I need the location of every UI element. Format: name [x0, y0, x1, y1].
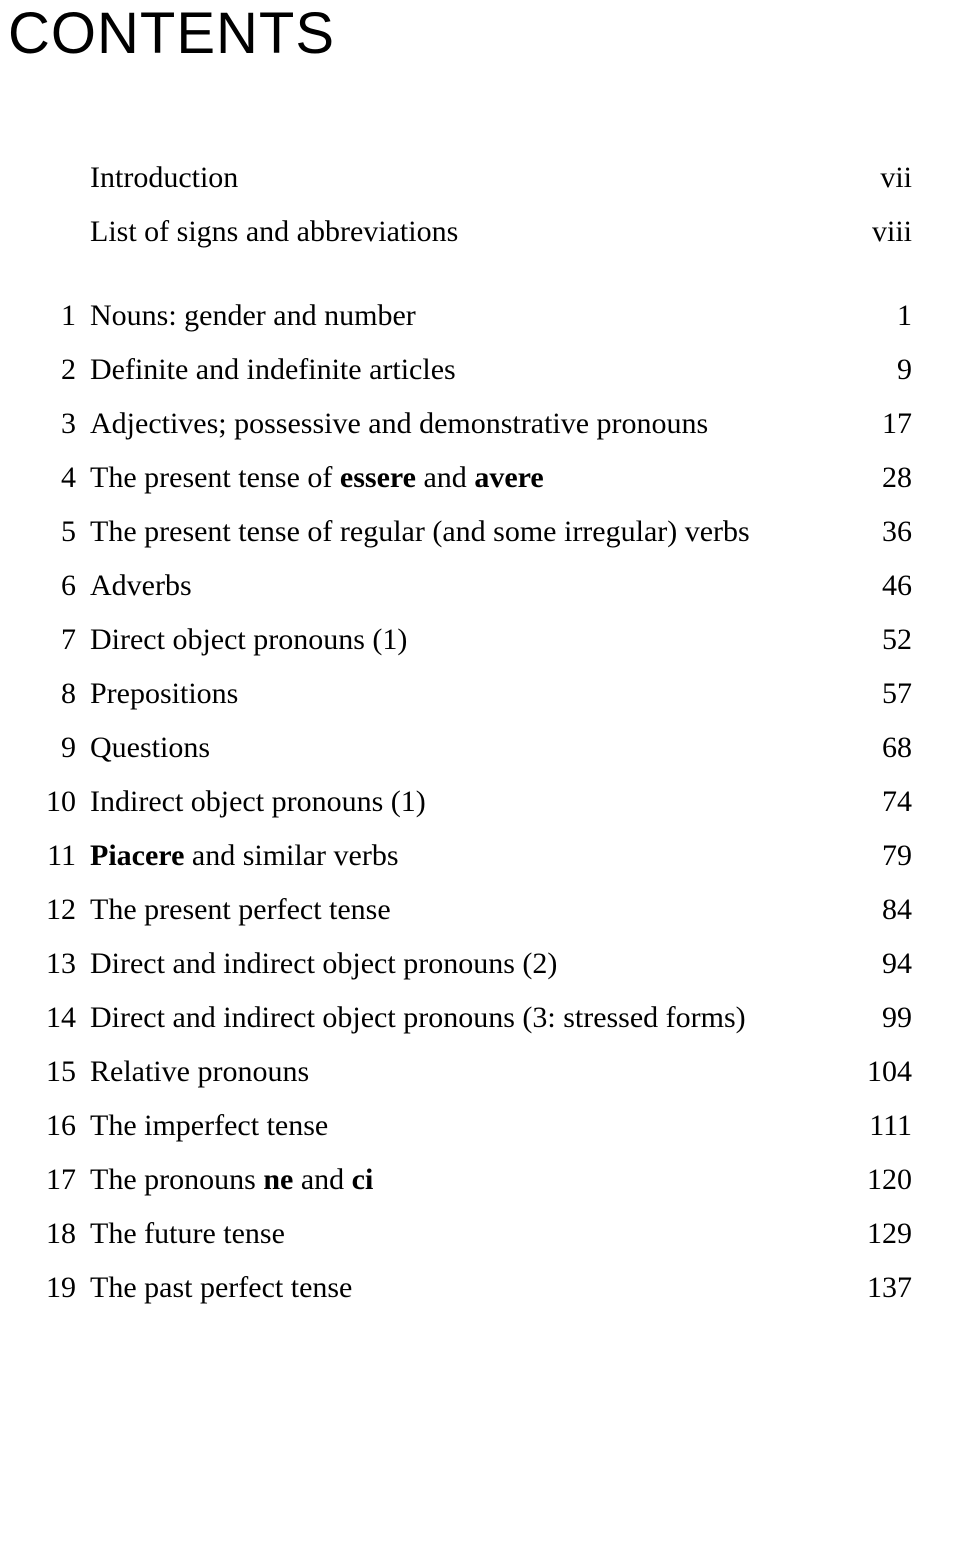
- toc-entry: 8 Prepositions 57: [32, 679, 912, 709]
- toc-entry: 9 Questions 68: [32, 733, 912, 763]
- toc-entry: 19 The past perfect tense 137: [32, 1273, 912, 1303]
- entry-number: 9: [32, 733, 90, 763]
- entry-title: The present tense of essere and avere: [90, 463, 832, 493]
- entry-page: 28: [832, 463, 912, 493]
- entry-title: Questions: [90, 733, 832, 763]
- entry-page: 57: [832, 679, 912, 709]
- contents-page: CONTENTS Introduction vii List of signs …: [0, 0, 960, 1375]
- page-title: CONTENTS: [0, 0, 912, 67]
- entry-title: Indirect object pronouns (1): [90, 787, 832, 817]
- entry-title-part: and similar verbs: [184, 839, 398, 872]
- entry-title-part: and: [416, 461, 474, 494]
- entry-title-part: The pronouns: [90, 1163, 263, 1196]
- entry-number: 15: [32, 1057, 90, 1087]
- entry-title: Nouns: gender and number: [90, 301, 832, 331]
- entry-title: The present tense of regular (and some i…: [90, 517, 832, 547]
- entry-title: The present perfect tense: [90, 895, 832, 925]
- entry-title: Adverbs: [90, 571, 832, 601]
- entry-number: 7: [32, 625, 90, 655]
- entry-page: 46: [832, 571, 912, 601]
- entry-number: 14: [32, 1003, 90, 1033]
- toc-entry: 14 Direct and indirect object pronouns (…: [32, 1003, 912, 1033]
- entry-number: 1: [32, 301, 90, 331]
- entry-title-bold: avere: [474, 461, 543, 494]
- toc-entry: 16 The imperfect tense 111: [32, 1111, 912, 1141]
- entry-number: 3: [32, 409, 90, 439]
- entry-number: 4: [32, 463, 90, 493]
- entry-page: 74: [832, 787, 912, 817]
- toc-entry: 6 Adverbs 46: [32, 571, 912, 601]
- entry-title-bold: ci: [352, 1163, 374, 1196]
- entry-title: Definite and indefinite articles: [90, 355, 832, 385]
- entry-title: Introduction: [90, 163, 832, 193]
- entry-number: 8: [32, 679, 90, 709]
- entry-number: 11: [32, 841, 90, 871]
- entry-page: 36: [832, 517, 912, 547]
- entry-page: 137: [832, 1273, 912, 1303]
- toc-entry: 17 The pronouns ne and ci 120: [32, 1165, 912, 1195]
- entry-number: 16: [32, 1111, 90, 1141]
- toc-list: Introduction vii List of signs and abbre…: [0, 163, 912, 1303]
- entry-title: The future tense: [90, 1219, 832, 1249]
- entry-page: vii: [832, 163, 912, 193]
- toc-entry: List of signs and abbreviations viii: [32, 217, 912, 247]
- entry-title: List of signs and abbreviations: [90, 217, 832, 247]
- entry-title: Adjectives; possessive and demonstrative…: [90, 409, 832, 439]
- entry-title: Piacere and similar verbs: [90, 841, 832, 871]
- section-gap: [32, 271, 912, 301]
- entry-title: Direct and indirect object pronouns (2): [90, 949, 832, 979]
- entry-title: The past perfect tense: [90, 1273, 832, 1303]
- entry-title-part: The present tense of: [90, 461, 340, 494]
- entry-title-bold: Piacere: [90, 839, 184, 872]
- entry-number: 5: [32, 517, 90, 547]
- entry-number: 6: [32, 571, 90, 601]
- entry-page: 129: [832, 1219, 912, 1249]
- entry-number: 2: [32, 355, 90, 385]
- entry-page: 68: [832, 733, 912, 763]
- entry-page: 120: [832, 1165, 912, 1195]
- toc-entry: 11 Piacere and similar verbs 79: [32, 841, 912, 871]
- toc-entry: 10 Indirect object pronouns (1) 74: [32, 787, 912, 817]
- toc-entry: Introduction vii: [32, 163, 912, 193]
- toc-entry: 1 Nouns: gender and number 1: [32, 301, 912, 331]
- toc-entry: 7 Direct object pronouns (1) 52: [32, 625, 912, 655]
- entry-page: viii: [832, 217, 912, 247]
- entry-number: 10: [32, 787, 90, 817]
- entry-number: 13: [32, 949, 90, 979]
- toc-entry: 12 The present perfect tense 84: [32, 895, 912, 925]
- entry-title: Direct and indirect object pronouns (3: …: [90, 1003, 832, 1033]
- entry-number: 12: [32, 895, 90, 925]
- entry-title: Relative pronouns: [90, 1057, 832, 1087]
- entry-page: 1: [832, 301, 912, 331]
- entry-title: The imperfect tense: [90, 1111, 832, 1141]
- entry-title: Direct object pronouns (1): [90, 625, 832, 655]
- entry-page: 84: [832, 895, 912, 925]
- entry-title-bold: ne: [263, 1163, 293, 1196]
- toc-entry: 2 Definite and indefinite articles 9: [32, 355, 912, 385]
- entry-title: Prepositions: [90, 679, 832, 709]
- entry-page: 79: [832, 841, 912, 871]
- entry-title-part: and: [293, 1163, 351, 1196]
- entry-page: 9: [832, 355, 912, 385]
- entry-page: 94: [832, 949, 912, 979]
- entry-page: 99: [832, 1003, 912, 1033]
- entry-title-bold: essere: [340, 461, 416, 494]
- toc-entry: 3 Adjectives; possessive and demonstrati…: [32, 409, 912, 439]
- entry-number: 19: [32, 1273, 90, 1303]
- entry-title: The pronouns ne and ci: [90, 1165, 832, 1195]
- toc-entry: 5 The present tense of regular (and some…: [32, 517, 912, 547]
- toc-entry: 4 The present tense of essere and avere …: [32, 463, 912, 493]
- toc-entry: 13 Direct and indirect object pronouns (…: [32, 949, 912, 979]
- entry-number: 18: [32, 1219, 90, 1249]
- entry-page: 111: [832, 1111, 912, 1141]
- toc-entry: 15 Relative pronouns 104: [32, 1057, 912, 1087]
- entry-number: 17: [32, 1165, 90, 1195]
- entry-page: 104: [832, 1057, 912, 1087]
- entry-page: 52: [832, 625, 912, 655]
- entry-page: 17: [832, 409, 912, 439]
- toc-entry: 18 The future tense 129: [32, 1219, 912, 1249]
